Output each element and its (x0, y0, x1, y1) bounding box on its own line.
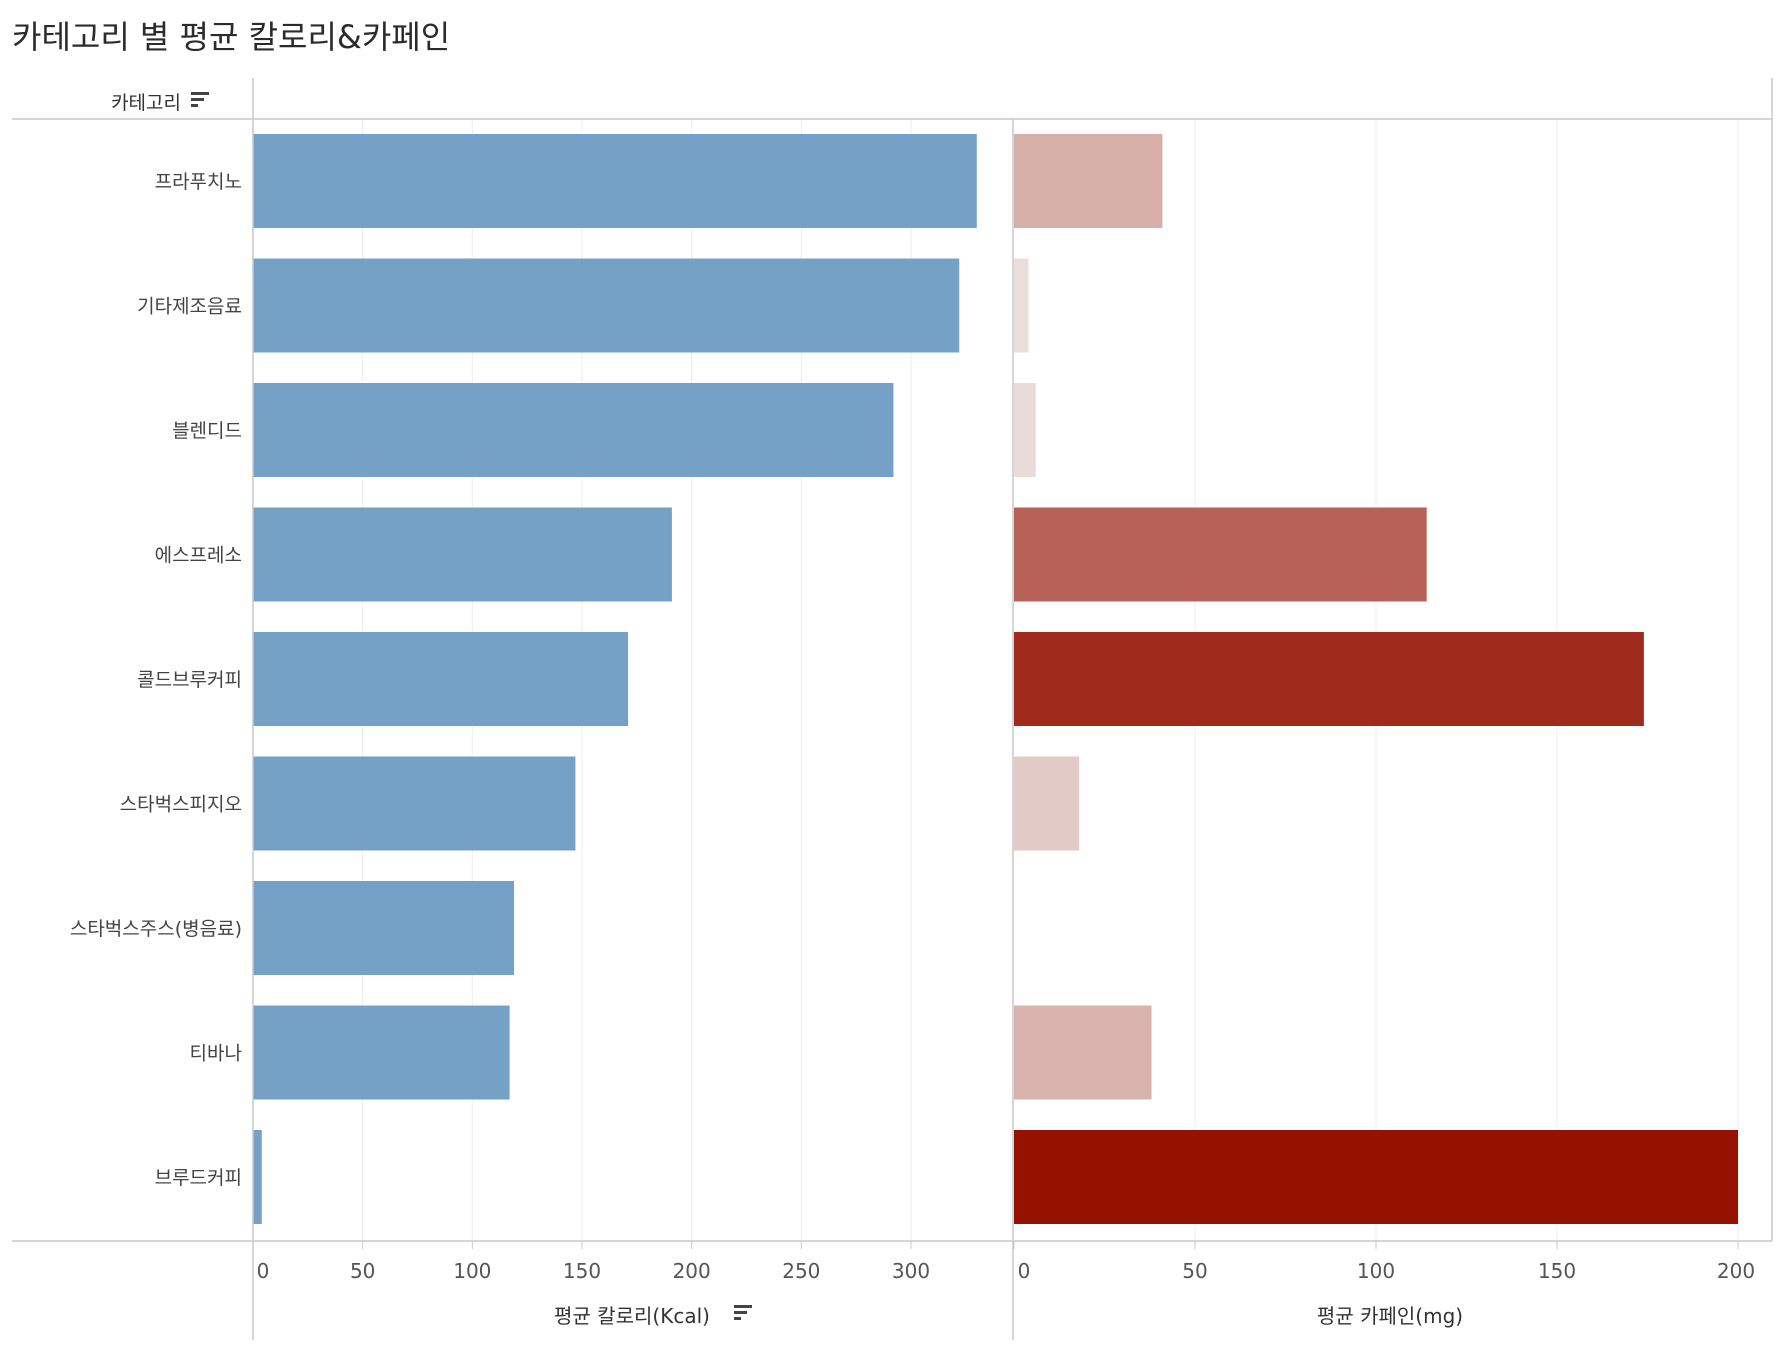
category-label[interactable]: 브루드커피 (155, 1167, 242, 1189)
category-label[interactable]: 에스프레소 (155, 545, 242, 567)
category-sort-icon[interactable] (191, 92, 209, 107)
calorie-bar[interactable] (253, 1130, 262, 1224)
caffeine-bar[interactable] (1014, 383, 1036, 477)
category-label[interactable]: 티바나 (190, 1043, 242, 1065)
calorie-sort-icon[interactable] (734, 1305, 752, 1320)
calorie-tick-label: 150 (563, 1259, 601, 1283)
category-label[interactable]: 블렌디드 (172, 420, 242, 442)
sort-bar (734, 1305, 752, 1308)
sort-bar (191, 98, 204, 101)
caffeine-bar[interactable] (1014, 507, 1427, 602)
category-header[interactable]: 카테고리 (111, 92, 181, 114)
caffeine-bar[interactable] (1014, 258, 1029, 353)
calorie-bars (253, 134, 977, 1224)
category-label[interactable]: 프라푸치노 (155, 171, 242, 193)
category-label[interactable]: 스타벅스피지오 (120, 794, 242, 816)
caffeine-tick-label: 150 (1538, 1259, 1576, 1283)
chart-title: 카테고리 별 평균 칼로리&카페인 (12, 18, 451, 56)
calorie-bar[interactable] (253, 507, 672, 602)
calorie-bar[interactable] (253, 1005, 510, 1100)
chart-frame (12, 78, 1773, 1340)
caffeine-bar[interactable] (1014, 756, 1080, 851)
sort-bar (734, 1311, 747, 1314)
calorie-tick-label: 100 (453, 1259, 491, 1283)
sort-bar (191, 104, 198, 107)
calorie-tick-label: 250 (782, 1259, 820, 1283)
caffeine-bars (1014, 134, 1738, 1224)
calorie-tick-label: 300 (892, 1259, 930, 1283)
caffeine-tick-label: 100 (1357, 1259, 1395, 1283)
category-label[interactable]: 기타제조음료 (137, 296, 242, 318)
category-labels: 프라푸치노기타제조음료블렌디드에스프레소콜드브루커피스타벅스피지오스타벅스주스(… (70, 171, 242, 1189)
category-label[interactable]: 콜드브루커피 (137, 669, 242, 691)
calorie-tick-label: 0 (257, 1259, 270, 1283)
caffeine-tick-label: 50 (1182, 1259, 1207, 1283)
calorie-axis-title[interactable]: 평균 칼로리(Kcal) (554, 1304, 710, 1328)
caffeine-tick-label: 0 (1018, 1259, 1031, 1283)
calorie-bar[interactable] (253, 383, 894, 477)
calorie-bar[interactable] (253, 134, 977, 228)
caffeine-tick-label: 200 (1717, 1259, 1755, 1283)
calorie-bar[interactable] (253, 258, 960, 353)
caffeine-axis-ticks: 0 50 100 150 200 (1013, 1241, 1755, 1283)
caffeine-bar[interactable] (1014, 1005, 1152, 1100)
caffeine-bar[interactable] (1014, 134, 1163, 228)
calorie-bar[interactable] (253, 881, 515, 975)
calorie-tick-label: 200 (673, 1259, 711, 1283)
calorie-bar[interactable] (253, 756, 576, 851)
caffeine-bar[interactable] (1014, 1130, 1738, 1224)
sort-bar (734, 1317, 741, 1320)
calorie-tick-label: 50 (350, 1259, 375, 1283)
caffeine-bar[interactable] (1014, 632, 1644, 726)
caffeine-axis-title[interactable]: 평균 카페인(mg) (1317, 1304, 1463, 1328)
calorie-axis-ticks: 0 50 100 150 200 250 300 (252, 1241, 930, 1283)
sort-bar (191, 92, 209, 95)
category-label[interactable]: 스타벅스주스(병음료) (70, 918, 242, 940)
calorie-bar[interactable] (253, 632, 629, 726)
